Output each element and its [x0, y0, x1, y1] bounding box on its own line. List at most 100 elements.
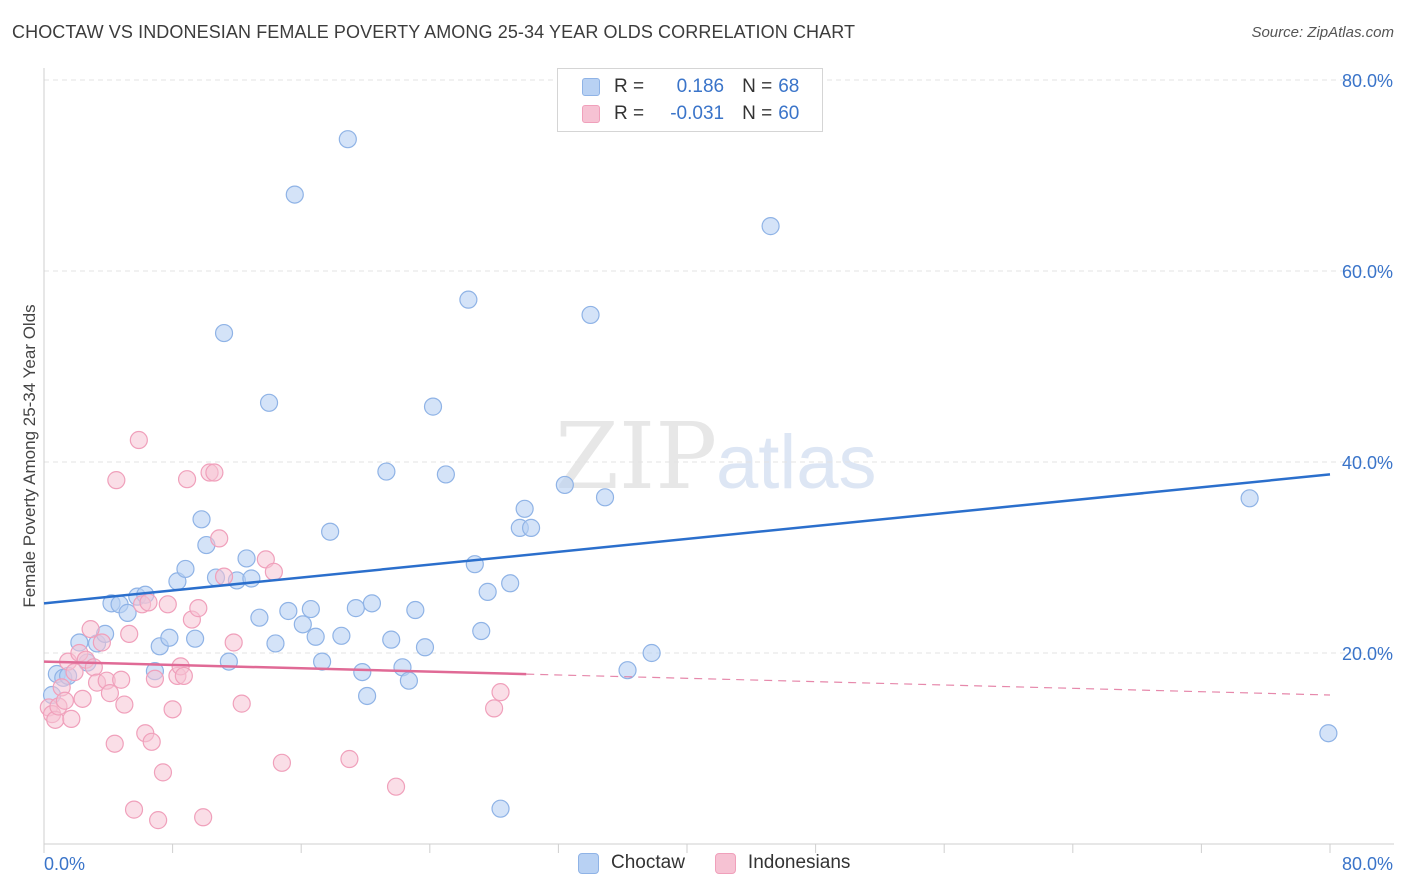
- indonesians-point: [163, 700, 182, 719]
- series-legend: Choctaw Indonesians: [578, 852, 880, 874]
- choctaw-point: [581, 305, 600, 325]
- choctaw-point: [192, 510, 211, 529]
- choctaw-trend-line: [43, 473, 1331, 605]
- choctaw-point: [237, 549, 256, 568]
- indonesians-point: [177, 470, 197, 489]
- choctaw-point: [501, 574, 520, 593]
- indonesians-point: [210, 529, 229, 548]
- indonesians-point: [340, 749, 359, 769]
- choctaw-point: [358, 686, 377, 706]
- choctaw-point: [478, 582, 497, 601]
- choctaw-point: [301, 599, 320, 619]
- choctaw-point: [377, 462, 396, 481]
- indonesians-point: [174, 666, 193, 686]
- n-label: N =: [742, 103, 773, 124]
- choctaw-point: [338, 130, 357, 149]
- indonesians-point: [214, 567, 234, 586]
- indonesians-point: [112, 670, 131, 689]
- indonesians-point: [142, 732, 161, 751]
- indonesians-point: [194, 808, 213, 827]
- choctaw-point: [472, 621, 491, 641]
- choctaw-swatch: [582, 78, 600, 96]
- legend-row-choctaw: R = 0.186 N = 68: [582, 75, 799, 99]
- indonesians-point: [189, 599, 208, 618]
- source-label: Source: ZipAtlas.com: [1251, 24, 1394, 41]
- indonesians-point: [232, 694, 251, 713]
- y-tick-label: 60.0%: [1342, 262, 1393, 282]
- n-label: N =: [742, 76, 773, 97]
- choctaw-point: [436, 465, 455, 484]
- indonesians-point: [153, 763, 173, 782]
- choctaw-point: [1319, 724, 1338, 743]
- choctaw-point: [555, 475, 574, 495]
- indonesians-point: [115, 695, 134, 714]
- choctaw-point: [346, 599, 365, 618]
- indonesians-point: [81, 620, 100, 639]
- choctaw-point: [515, 499, 534, 518]
- choctaw-point: [415, 638, 435, 657]
- choctaw-point: [382, 630, 401, 649]
- choctaw-point: [118, 603, 137, 622]
- indonesians-swatch: [582, 105, 600, 123]
- indonesians-point: [139, 593, 158, 612]
- choctaw-point: [521, 518, 541, 537]
- choctaw-point: [595, 488, 615, 507]
- choctaw-point: [362, 594, 382, 613]
- indonesians-point: [264, 562, 283, 581]
- indonesians-point: [145, 669, 165, 688]
- choctaw-point: [423, 397, 443, 416]
- choctaw-point: [266, 634, 285, 653]
- indonesians-point: [158, 595, 177, 614]
- choctaw-point: [293, 615, 312, 634]
- choctaw-point: [186, 629, 205, 648]
- choctaw-point: [491, 799, 510, 818]
- indonesians-trend-line: [43, 660, 527, 676]
- choctaw-point: [618, 661, 637, 680]
- choctaw-point: [321, 522, 340, 541]
- indonesians-point: [73, 689, 92, 708]
- indonesians-point: [105, 734, 124, 753]
- legend-item-indonesians: Indonesians: [714, 852, 850, 874]
- y-axis-label: Female Poverty Among 25-34 Year Olds: [20, 304, 39, 607]
- choctaw-point: [242, 569, 261, 588]
- x-tick-label: 80.0%: [1342, 854, 1393, 874]
- choctaw-point: [250, 608, 269, 627]
- legend-item-choctaw: Choctaw: [578, 852, 685, 874]
- choctaw-point: [399, 671, 419, 690]
- choctaw-point: [259, 393, 279, 412]
- choctaw-point: [332, 626, 351, 645]
- trend-lines: [43, 473, 1331, 696]
- indonesians-point: [272, 753, 292, 772]
- indonesians-point: [84, 658, 103, 677]
- indonesians-point: [124, 800, 144, 819]
- choctaw-point: [214, 323, 234, 343]
- correlation-legend: R = 0.186 N = 68 R = -0.031 N = 60: [557, 68, 823, 132]
- choctaw-point: [176, 559, 195, 579]
- choctaw-point: [279, 601, 298, 621]
- choctaw-point: [353, 662, 372, 682]
- indonesians-point: [149, 811, 168, 830]
- indonesians-point: [120, 624, 139, 644]
- indonesians-point: [485, 699, 504, 718]
- choctaw-point: [160, 628, 179, 647]
- choctaw-point: [459, 290, 478, 309]
- indonesians-point: [107, 471, 126, 490]
- x-tick-labels: 0.0% 80.0%: [44, 854, 1393, 874]
- indonesians-point: [386, 777, 406, 796]
- y-tick-label: 20.0%: [1342, 644, 1393, 664]
- y-tick-label: 40.0%: [1342, 453, 1393, 473]
- choctaw-point: [1240, 489, 1259, 508]
- y-tick-labels: 20.0% 40.0% 60.0% 80.0%: [1342, 71, 1393, 664]
- indonesians-point: [224, 633, 243, 652]
- choctaw-point: [312, 652, 332, 671]
- n-value: 60: [778, 103, 800, 124]
- indonesians-trend-extension: [526, 673, 1331, 696]
- series-indonesians: [39, 430, 510, 830]
- indonesians-point: [100, 684, 120, 703]
- choctaw-point: [761, 217, 780, 236]
- r-value: -0.031: [670, 103, 725, 124]
- legend-label: Choctaw: [611, 852, 685, 873]
- choctaw-point: [306, 627, 325, 646]
- indonesians-point: [92, 633, 111, 652]
